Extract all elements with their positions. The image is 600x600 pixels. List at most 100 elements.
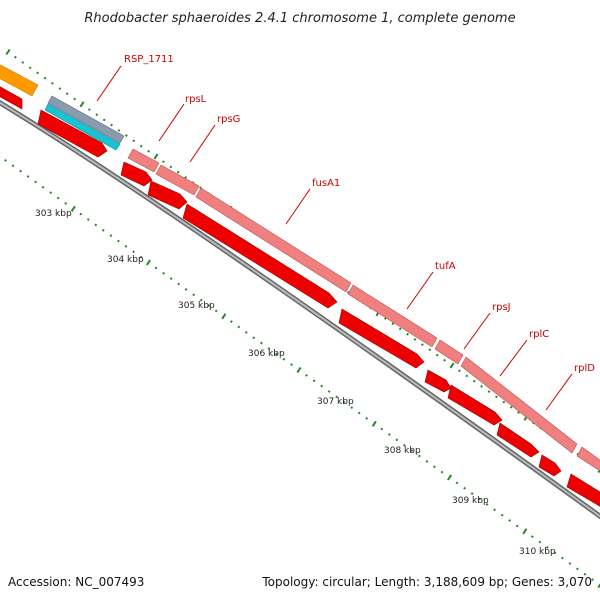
tick-dot-outer — [153, 153, 159, 160]
cds-arrow-rplb[interactable] — [566, 473, 600, 511]
kbp-label-309: 309 kbp — [452, 496, 489, 506]
tick-dot-inner — [591, 578, 594, 581]
kbp-label-306: 306 kbp — [248, 349, 285, 359]
gene-band-tufa[interactable] — [347, 284, 438, 348]
tick-dot-outer — [162, 160, 165, 164]
cds-arrow-rplw[interactable] — [538, 454, 562, 477]
tick-dot-inner — [403, 443, 406, 447]
leader-rpld — [545, 373, 573, 411]
tick-dot-inner — [139, 255, 143, 259]
cds-arrow-rpld[interactable] — [496, 422, 540, 458]
tick-dot-inner — [19, 169, 22, 173]
tick-dot-inner — [380, 427, 384, 431]
gene-band-rpsl[interactable] — [127, 148, 160, 173]
tick-dot-inner — [418, 454, 421, 458]
tick-dot-inner — [561, 556, 564, 560]
cds-arrow-tufa[interactable] — [338, 308, 425, 369]
tick-dot-inner — [447, 474, 452, 481]
leader-rpsg — [189, 124, 216, 163]
gene-band-rpsj[interactable] — [434, 339, 464, 365]
leader-rpsl — [158, 103, 185, 142]
leader-rpsj — [463, 312, 491, 350]
tick-dot-inner — [56, 196, 60, 200]
gene-label-rpld[interactable]: rplD — [574, 363, 595, 374]
tick-dot-outer — [73, 97, 76, 101]
orange-feature[interactable] — [0, 62, 39, 97]
tick-dot-outer — [147, 149, 150, 153]
gene-band-tail[interactable] — [576, 446, 600, 476]
gene-label-rplc[interactable]: rplC — [529, 329, 549, 340]
cds-arrow-rpsj[interactable] — [424, 369, 452, 393]
tick-dot-inner — [327, 390, 331, 393]
gene-band-rpsg[interactable] — [155, 164, 200, 196]
tick-dot-inner — [192, 293, 196, 297]
cds-arrow-fusa1[interactable] — [182, 203, 338, 309]
cds-arrow-rsp1711[interactable] — [37, 109, 108, 158]
leader-fusa1 — [285, 188, 311, 225]
tick-dot-outer — [480, 385, 483, 388]
kbp-label-308: 308 kbp — [384, 446, 421, 456]
tick-dot-outer — [139, 144, 143, 148]
tick-dot-inner — [260, 341, 263, 345]
tick-dot-inner — [350, 406, 354, 409]
tick-dot-inner — [425, 460, 429, 463]
tick-dot-inner — [275, 352, 278, 356]
kbp-label-304: 304 kbp — [107, 255, 144, 265]
tick-dot-inner — [342, 400, 346, 404]
tick-dot-inner — [199, 298, 203, 302]
tick-dot-outer — [449, 362, 455, 369]
tick-dot-outer — [65, 92, 69, 96]
steel-feature[interactable] — [47, 95, 125, 144]
tick-dot-outer — [125, 134, 128, 137]
gene-band-rplc[interactable] — [460, 356, 578, 454]
cds-track — [0, 84, 600, 511]
tick-dot-inner — [410, 449, 414, 452]
cds-arrow-rplc[interactable] — [447, 384, 503, 426]
tick-dot-inner — [597, 581, 600, 589]
tick-dot-outer — [176, 170, 180, 174]
gene-band-fusa1[interactable] — [195, 187, 352, 293]
gene-label-rpsj[interactable]: rpsJ — [492, 302, 511, 313]
kbp-labels: 303 kbp 304 kbp 305 kbp 306 kbp 307 kbp … — [35, 209, 556, 557]
cds-arrow-rpsl[interactable] — [120, 161, 153, 187]
tick-dot-outer — [79, 101, 85, 108]
tick-dot-inner — [70, 205, 76, 212]
gene-label-rpsl[interactable]: rpsL — [185, 94, 207, 105]
tick-dot-outer — [487, 390, 491, 393]
cyan-feature[interactable] — [44, 103, 121, 151]
gene-label-tufa[interactable]: tufA — [435, 261, 456, 272]
map-title: Rhodobacter sphaeroides 2.4.1 chromosome… — [84, 11, 515, 26]
cds-arrow-left-partial[interactable] — [0, 84, 23, 110]
tick-dot-inner — [365, 417, 369, 420]
tick-dot-outer — [43, 76, 47, 80]
tick-dot-inner — [207, 304, 211, 307]
tick-dot-inner — [64, 202, 68, 205]
tick-dot-outer — [51, 81, 54, 85]
tick-dot-inner — [26, 175, 30, 178]
tick-dot-outer — [95, 113, 99, 117]
gene-label-rsp1711[interactable]: RSP_1711 — [124, 54, 174, 65]
tick-dot-inner — [86, 218, 90, 221]
tick-dot-outer — [413, 338, 417, 341]
tick-dot-inner — [79, 212, 83, 216]
tick-dot-inner — [267, 347, 271, 350]
tick-dot-inner — [508, 519, 512, 522]
kbp-label-305: 305 kbp — [178, 301, 215, 311]
tick-dot-inner — [371, 420, 377, 427]
tick-dot-outer — [458, 369, 461, 373]
tick-dot-outer — [36, 71, 39, 75]
tick-dot-outer — [495, 395, 498, 399]
gene-label-fusa1[interactable]: fusA1 — [312, 178, 340, 189]
tick-dot-inner — [132, 250, 135, 254]
tick-dot-inner — [553, 551, 557, 555]
tick-dot-outer — [443, 358, 446, 362]
tick-dot-inner — [49, 191, 53, 194]
gene-label-rpsg[interactable]: rpsG — [217, 114, 240, 125]
cds-arrow-rpsg[interactable] — [147, 180, 188, 210]
tick-dot-outer — [132, 139, 136, 143]
tick-dot-inner — [4, 159, 7, 162]
tick-dot-inner — [184, 288, 188, 291]
tick-dot-inner — [154, 266, 158, 270]
tick-dot-inner — [296, 366, 302, 374]
